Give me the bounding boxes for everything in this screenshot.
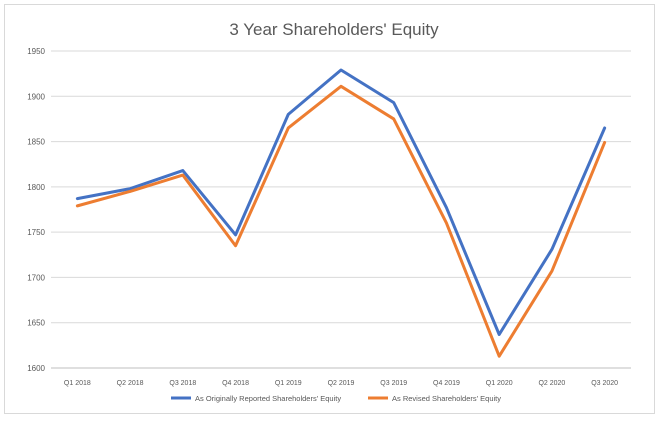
y-tick-label: 1800 bbox=[27, 183, 45, 192]
x-tick-label: Q3 2019 bbox=[380, 380, 407, 387]
gridlines bbox=[51, 50, 631, 369]
legend-label: As Revised Shareholders' Equity bbox=[392, 394, 501, 403]
x-tick-label: Q4 2018 bbox=[222, 380, 249, 387]
series-lines bbox=[75, 68, 607, 358]
y-tick-label: 1700 bbox=[27, 273, 45, 282]
legend-label: As Originally Reported Shareholders' Equ… bbox=[195, 394, 341, 403]
x-tick-label: Q1 2020 bbox=[486, 380, 513, 387]
y-tick-label: 1850 bbox=[27, 138, 45, 147]
x-tick-label: Q3 2018 bbox=[169, 380, 196, 387]
y-tick-label: 1650 bbox=[27, 319, 45, 328]
x-tick-label: Q1 2019 bbox=[275, 380, 302, 387]
x-tick-label: Q2 2019 bbox=[328, 380, 355, 387]
series-line-1 bbox=[75, 68, 607, 336]
x-tick-label: Q4 2019 bbox=[433, 380, 460, 387]
chart-frame: 3 Year Shareholders' Equity 1600 1650 1700… bbox=[4, 4, 655, 414]
y-tick-label: 1900 bbox=[27, 92, 45, 101]
x-axis-ticks: Q1 2018 Q2 2018 Q3 2018 Q4 2018 Q1 2019 Q2 20… bbox=[64, 380, 618, 387]
chart-title: 3 Year Shareholders' Equity bbox=[229, 20, 439, 39]
y-tick-label: 1600 bbox=[27, 364, 45, 373]
legend: As Originally Reported Shareholders' Equ… bbox=[171, 394, 501, 403]
x-tick-label: Q2 2018 bbox=[117, 380, 144, 387]
x-tick-label: Q2 2020 bbox=[538, 380, 565, 387]
series-line-2 bbox=[75, 84, 607, 358]
x-tick-label: Q3 2020 bbox=[591, 380, 618, 387]
y-tick-label: 1750 bbox=[27, 228, 45, 237]
y-tick-label: 1950 bbox=[27, 47, 45, 56]
x-tick-label: Q1 2018 bbox=[64, 380, 91, 387]
y-axis-ticks: 1600 1650 1700 1750 1800 1850 1900 1950 bbox=[27, 47, 45, 373]
line-chart: 3 Year Shareholders' Equity 1600 1650 1700… bbox=[27, 20, 631, 403]
